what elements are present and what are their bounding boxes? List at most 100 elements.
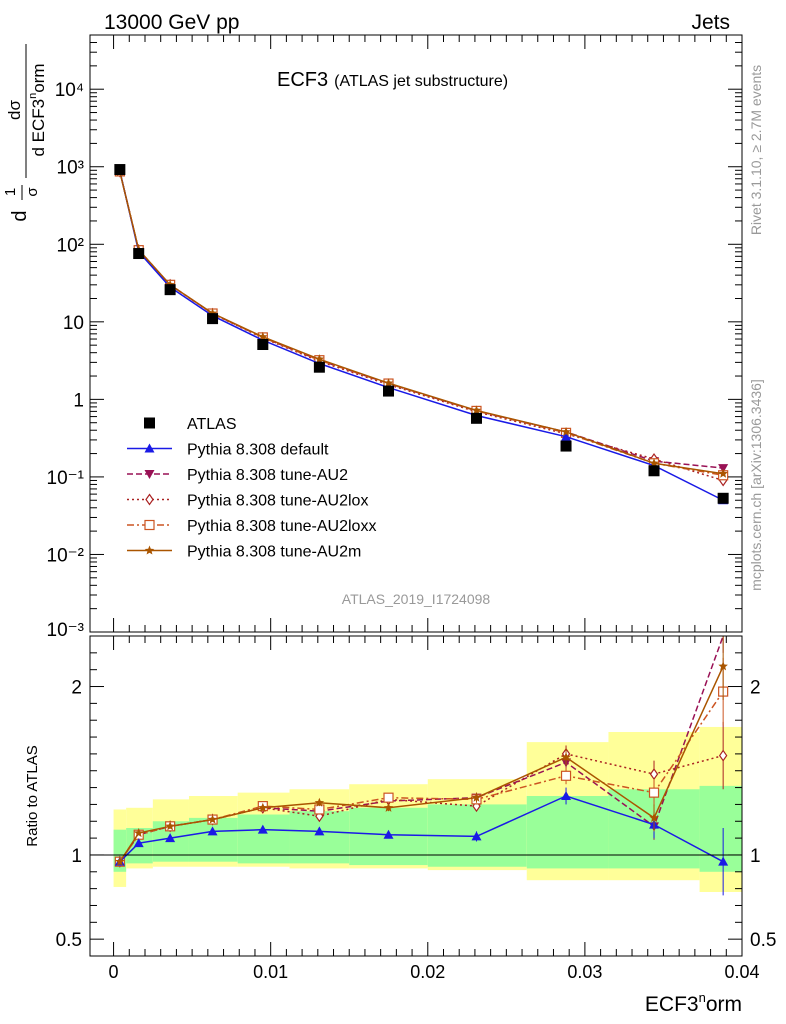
y-tick-label-main: 10⁴ bbox=[55, 80, 84, 101]
ratio-point-default bbox=[165, 833, 176, 843]
y-axis-label-ratio: Ratio to ATLAS bbox=[24, 745, 41, 846]
header-left: 13000 GeV pp bbox=[104, 11, 239, 34]
axes: 0 0.01 0.02 0.03 0.0410⁻³10⁻²10⁻¹11010²10³10… bbox=[47, 34, 776, 982]
main-point-au2m bbox=[383, 378, 394, 388]
band-inner-bin bbox=[699, 785, 742, 872]
header-right: Jets bbox=[691, 11, 730, 34]
y-tick-label-main: 1 bbox=[73, 390, 84, 411]
data-point bbox=[114, 164, 126, 176]
data-point bbox=[164, 284, 176, 296]
y-tick-label-ratio: 1 bbox=[71, 846, 82, 867]
ylabel-frac-den: d ECF3norm bbox=[27, 63, 48, 156]
data-point bbox=[133, 248, 145, 260]
main-data-points bbox=[114, 164, 729, 504]
x-tick-label: 0.04 bbox=[724, 962, 759, 982]
ratio-point-default bbox=[314, 826, 325, 836]
ratio-point-au2m bbox=[561, 752, 571, 762]
main-point-au2 bbox=[718, 464, 729, 474]
band-inner-bin bbox=[526, 796, 609, 869]
ratio-point-au2loxx bbox=[648, 787, 660, 798]
analysis-id: ATLAS_2019_I1724098 bbox=[342, 591, 491, 607]
x-tick-label: 0.01 bbox=[253, 962, 288, 982]
rivet-label: Rivet 3.1.10, ≥ 2.7M events bbox=[748, 65, 764, 235]
legend-marker-au2loxx bbox=[144, 519, 155, 531]
ratio-point-au2m bbox=[165, 821, 175, 831]
data-point bbox=[560, 440, 572, 452]
legend-marker-au2 bbox=[144, 470, 155, 479]
ratio-point-au2loxx bbox=[383, 792, 394, 803]
plot-title-sub: (ATLAS jet substructure) bbox=[334, 73, 508, 90]
main-point-au2m bbox=[258, 331, 268, 341]
ylabel-d: d bbox=[9, 210, 31, 221]
x-axis-label: ECF3norm bbox=[645, 990, 742, 1016]
plot-title-main: ECF3 bbox=[277, 69, 328, 91]
ratio-point-au2m bbox=[314, 797, 325, 807]
ratio-point-default bbox=[133, 838, 144, 848]
y-axis-label-main: d 1 σ dσ d ECF3norm bbox=[2, 44, 48, 222]
legend-marker-au2m bbox=[144, 545, 155, 555]
main-point-au2m bbox=[207, 308, 218, 318]
ratio-point-au2m bbox=[383, 802, 394, 812]
ratio-point-au2m bbox=[207, 814, 218, 824]
y-tick-label-ratio-right: 1 bbox=[750, 846, 761, 867]
main-point-au2m bbox=[471, 405, 482, 415]
legend-marker-data bbox=[144, 417, 155, 429]
y-tick-label-main: 10⁻¹ bbox=[47, 468, 85, 489]
legend-marker-default bbox=[144, 443, 155, 453]
main-panel bbox=[90, 35, 742, 632]
data-point bbox=[257, 339, 269, 351]
ratio-point-default bbox=[718, 856, 729, 866]
y-tick-label-ratio-right: 0.5 bbox=[750, 930, 776, 951]
y-tick-label-ratio: 2 bbox=[71, 678, 82, 699]
legend-label-au2lox: Pythia 8.308 tune-AU2lox bbox=[187, 493, 368, 510]
ratio-point-default bbox=[257, 824, 268, 834]
ratio-point-au2loxx bbox=[314, 804, 325, 815]
ylabel-frac-num: dσ bbox=[5, 100, 24, 120]
legend: ATLAS Pythia 8.308 default Pythia 8.308 tu… bbox=[127, 416, 376, 561]
mcplots-label: mcplots.cern.ch [arXiv:1306.3436] bbox=[748, 379, 764, 591]
band-inner-bin bbox=[188, 817, 238, 862]
legend-marker-au2lox bbox=[145, 493, 154, 506]
y-tick-label-main: 10² bbox=[57, 235, 84, 256]
main-point-au2m bbox=[314, 354, 325, 364]
plot-title: ECF3 (ATLAS jet substructure) bbox=[277, 69, 508, 91]
ratio-point-default bbox=[207, 826, 218, 836]
legend-label-au2loxx: Pythia 8.308 tune-AU2loxx bbox=[187, 518, 376, 535]
ratio-frame bbox=[89, 635, 743, 957]
data-point bbox=[717, 492, 729, 504]
ratio-point-au2m bbox=[718, 661, 728, 671]
data-point bbox=[207, 313, 219, 325]
y-tick-label-main: 10³ bbox=[57, 158, 84, 179]
band-inner-bin bbox=[237, 814, 290, 864]
ratio-point-au2m bbox=[649, 812, 659, 822]
ratio-point-au2m bbox=[115, 856, 125, 866]
x-tick-label: 0.03 bbox=[567, 962, 602, 982]
ylabel-prefix-den: σ bbox=[24, 187, 41, 197]
y-tick-label-main: 10 bbox=[63, 313, 84, 334]
legend-label-au2m: Pythia 8.308 tune-AU2m bbox=[187, 544, 361, 561]
data-point bbox=[383, 385, 395, 397]
ratio-line-au2lox bbox=[119, 753, 724, 863]
ratio-point-au2lox bbox=[649, 768, 659, 781]
ratio-series-lines bbox=[114, 635, 729, 896]
main-point-default bbox=[561, 431, 572, 441]
ylabel-prefix-num: 1 bbox=[2, 188, 19, 196]
ratio-point-au2m bbox=[258, 802, 268, 812]
legend-label-data: ATLAS bbox=[187, 416, 237, 433]
ratio-line-au2loxx bbox=[119, 691, 724, 863]
ratio-point-default bbox=[561, 791, 572, 800]
y-tick-label-ratio: 0.5 bbox=[56, 930, 82, 951]
data-point bbox=[313, 361, 325, 373]
data-point bbox=[470, 412, 482, 424]
legend-label-au2: Pythia 8.308 tune-AU2 bbox=[187, 467, 348, 484]
y-tick-label-main: 10⁻³ bbox=[47, 620, 85, 641]
x-tick-label: 0 bbox=[109, 962, 119, 982]
y-tick-label-ratio-right: 2 bbox=[750, 678, 761, 699]
data-point bbox=[648, 465, 660, 477]
ratio-point-au2m bbox=[471, 792, 482, 802]
ratio-point-default bbox=[383, 829, 394, 839]
ratio-point-au2m bbox=[133, 828, 144, 838]
y-tick-label-main: 10⁻² bbox=[47, 545, 85, 566]
main-point-au2m bbox=[561, 426, 571, 437]
